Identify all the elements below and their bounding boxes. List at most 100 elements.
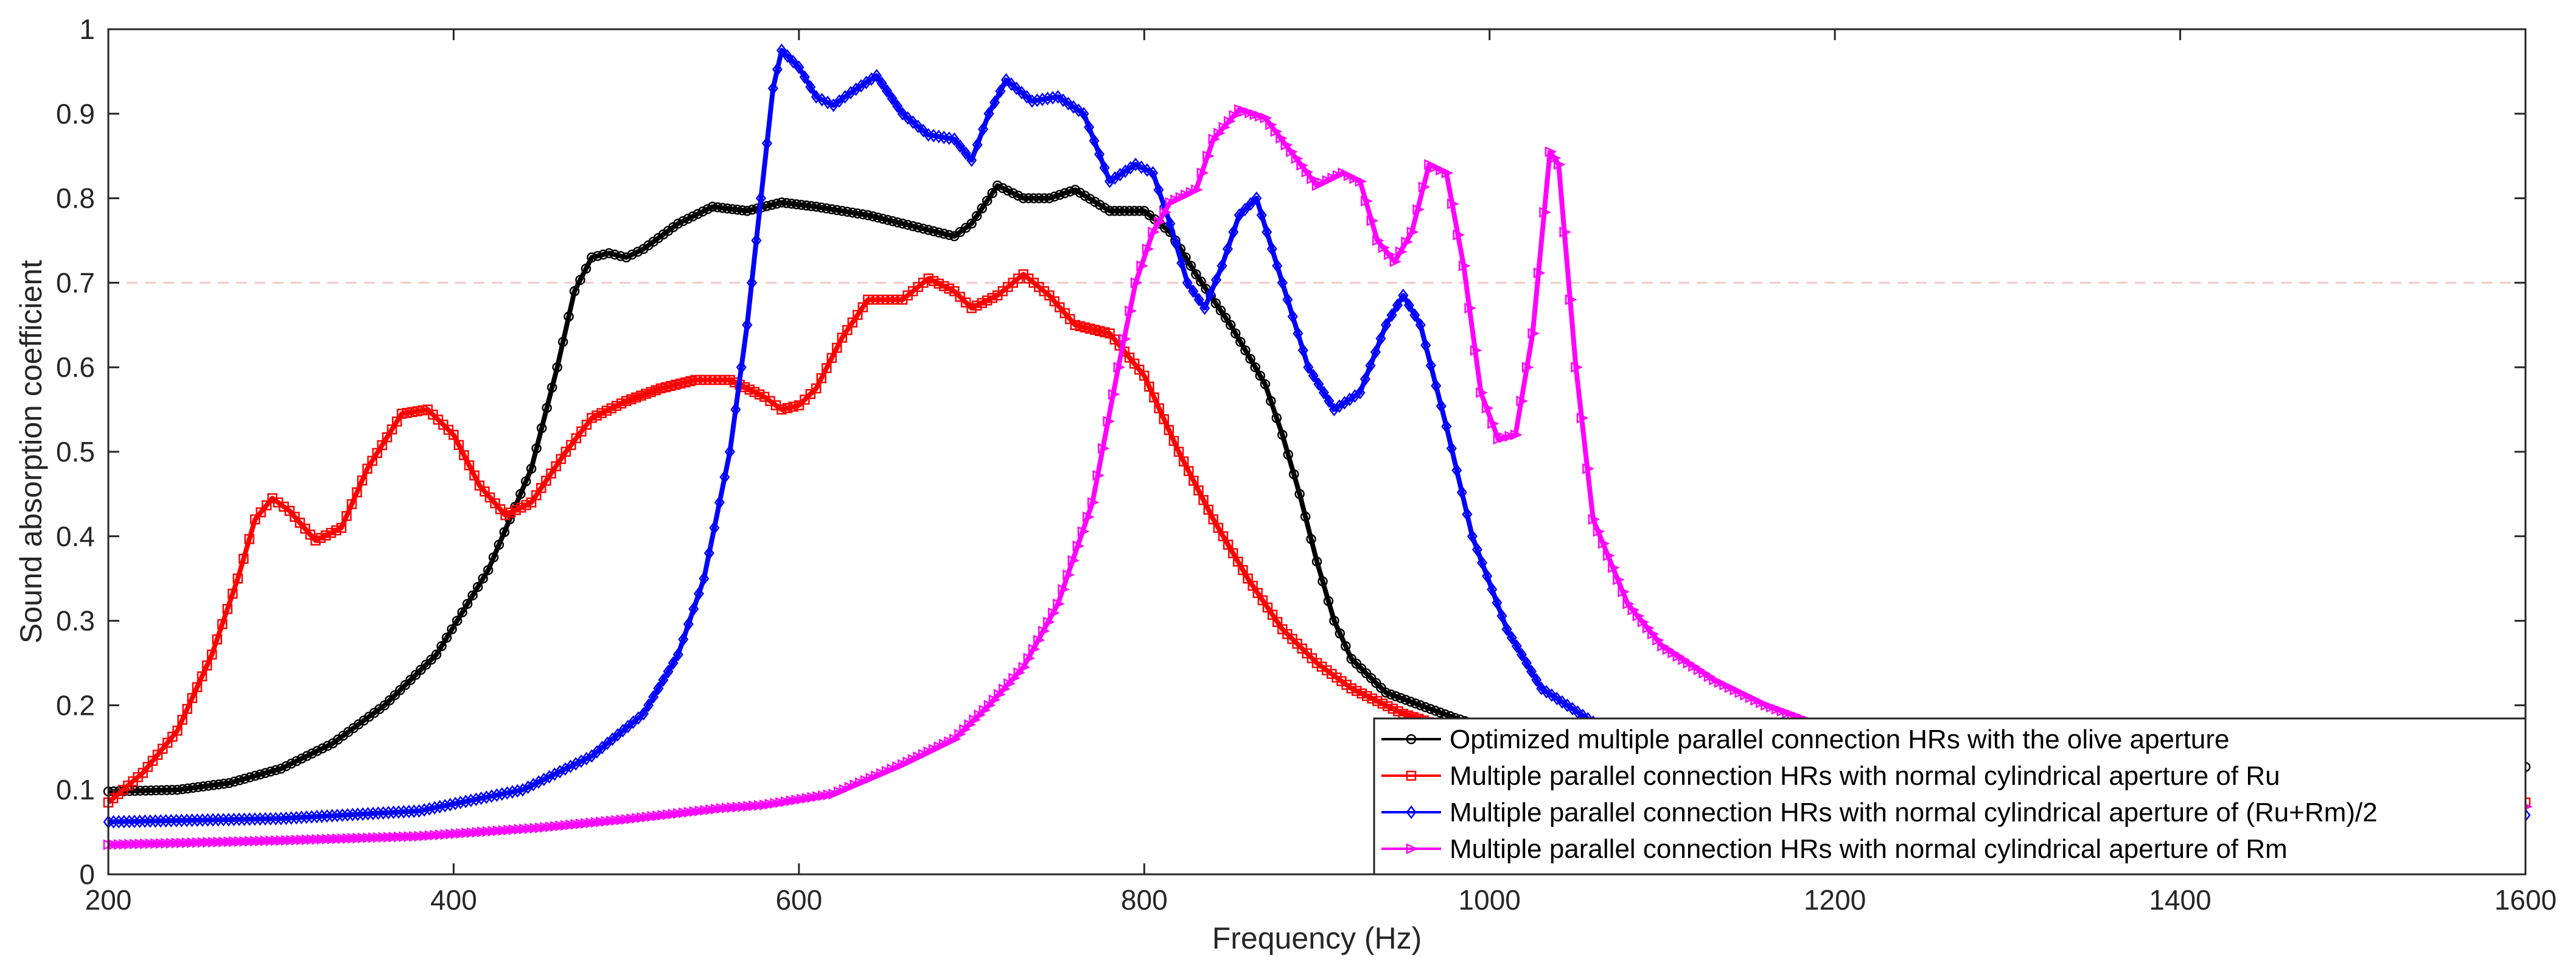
data-point: [1255, 370, 1266, 381]
data-point: [1099, 161, 1110, 175]
data-point: [1082, 511, 1095, 523]
data-point: [352, 487, 362, 497]
data-point: [1400, 695, 1411, 705]
data-point: [876, 76, 887, 90]
data-point: [1271, 413, 1282, 423]
legend-label: Multiple parallel connection HRs with no…: [1450, 834, 2288, 864]
data-point: [1052, 90, 1064, 104]
data-point: [1067, 555, 1080, 566]
data-point: [1533, 267, 1546, 279]
data-point: [151, 785, 161, 796]
data-point: [1130, 277, 1143, 289]
data-point: [1119, 206, 1130, 216]
data-point: [494, 539, 504, 550]
data-point: [560, 762, 571, 776]
data-point: [397, 409, 407, 419]
data-point: [1039, 193, 1049, 203]
data-point: [379, 700, 390, 711]
data-point: [1047, 91, 1058, 105]
data-point: [1531, 673, 1542, 687]
data-point: [326, 527, 337, 538]
data-point: [208, 780, 219, 790]
data-point: [1487, 582, 1498, 597]
data-point: [800, 395, 810, 405]
data-point: [842, 325, 853, 335]
data-point: [1541, 685, 1552, 699]
data-point: [569, 286, 580, 297]
data-point: [1372, 235, 1384, 246]
data-point: [1381, 687, 1391, 698]
x-tick-label: 400: [430, 884, 477, 916]
data-point: [1410, 698, 1421, 709]
data-point: [1362, 690, 1372, 701]
data-point: [135, 785, 145, 796]
data-point: [400, 679, 411, 690]
data-point: [776, 43, 787, 57]
data-point: [868, 211, 878, 222]
data-point: [1375, 331, 1386, 346]
data-point: [826, 353, 837, 363]
data-point: [902, 220, 913, 230]
data-point: [1256, 208, 1267, 222]
data-point: [1028, 193, 1039, 203]
data-point: [244, 534, 254, 544]
data-point: [1567, 701, 1578, 716]
data-point: [693, 587, 704, 601]
data-point: [232, 573, 243, 584]
data-point: [1142, 163, 1153, 177]
data-point: [1318, 576, 1328, 587]
data-point: [1571, 362, 1583, 373]
data-point: [1283, 449, 1293, 460]
data-point: [270, 765, 281, 776]
y-tick-label: 1: [79, 13, 95, 45]
data-point: [198, 781, 209, 792]
data-point: [742, 206, 752, 216]
data-point: [576, 426, 587, 437]
data-point: [955, 139, 966, 153]
data-point: [497, 787, 508, 801]
data-point: [1338, 167, 1350, 178]
data-point: [331, 525, 341, 536]
data-point: [1016, 85, 1027, 100]
data-point: [702, 204, 713, 214]
x-tick-label: 1200: [1804, 884, 1866, 916]
data-point: [1557, 695, 1568, 709]
data-point: [772, 62, 783, 77]
data-point: [1378, 242, 1391, 253]
legend-marker: [1406, 734, 1417, 745]
data-point: [782, 49, 793, 63]
data-point: [1446, 441, 1457, 455]
data-point: [678, 216, 688, 226]
data-point: [549, 767, 560, 781]
data-point: [699, 572, 710, 586]
data-point: [557, 337, 568, 347]
data-point: [1453, 229, 1465, 240]
data-point: [526, 463, 537, 474]
data-point: [1370, 345, 1381, 359]
data-point: [811, 202, 822, 212]
data-point: [539, 772, 550, 787]
data-point: [1164, 425, 1175, 435]
data-point: [638, 707, 649, 721]
data-point: [816, 202, 826, 213]
data-point: [1068, 100, 1079, 114]
data-point: [405, 675, 416, 686]
data-point: [1092, 469, 1105, 481]
data-point: [857, 209, 868, 220]
data-point: [336, 522, 347, 533]
data-point: [187, 693, 198, 703]
data-point: [193, 782, 203, 793]
data-point: [928, 276, 939, 286]
data-point: [1196, 167, 1209, 178]
data-point: [1103, 416, 1115, 427]
data-point: [1510, 429, 1523, 441]
data-point: [1431, 379, 1442, 393]
data-point: [1144, 381, 1154, 392]
data-point: [1173, 446, 1184, 457]
data-point: [1240, 345, 1251, 356]
data-point: [1447, 198, 1459, 209]
data-point: [1306, 534, 1316, 544]
data-point: [265, 766, 276, 777]
data-point: [255, 769, 265, 780]
data-point: [1049, 191, 1060, 202]
